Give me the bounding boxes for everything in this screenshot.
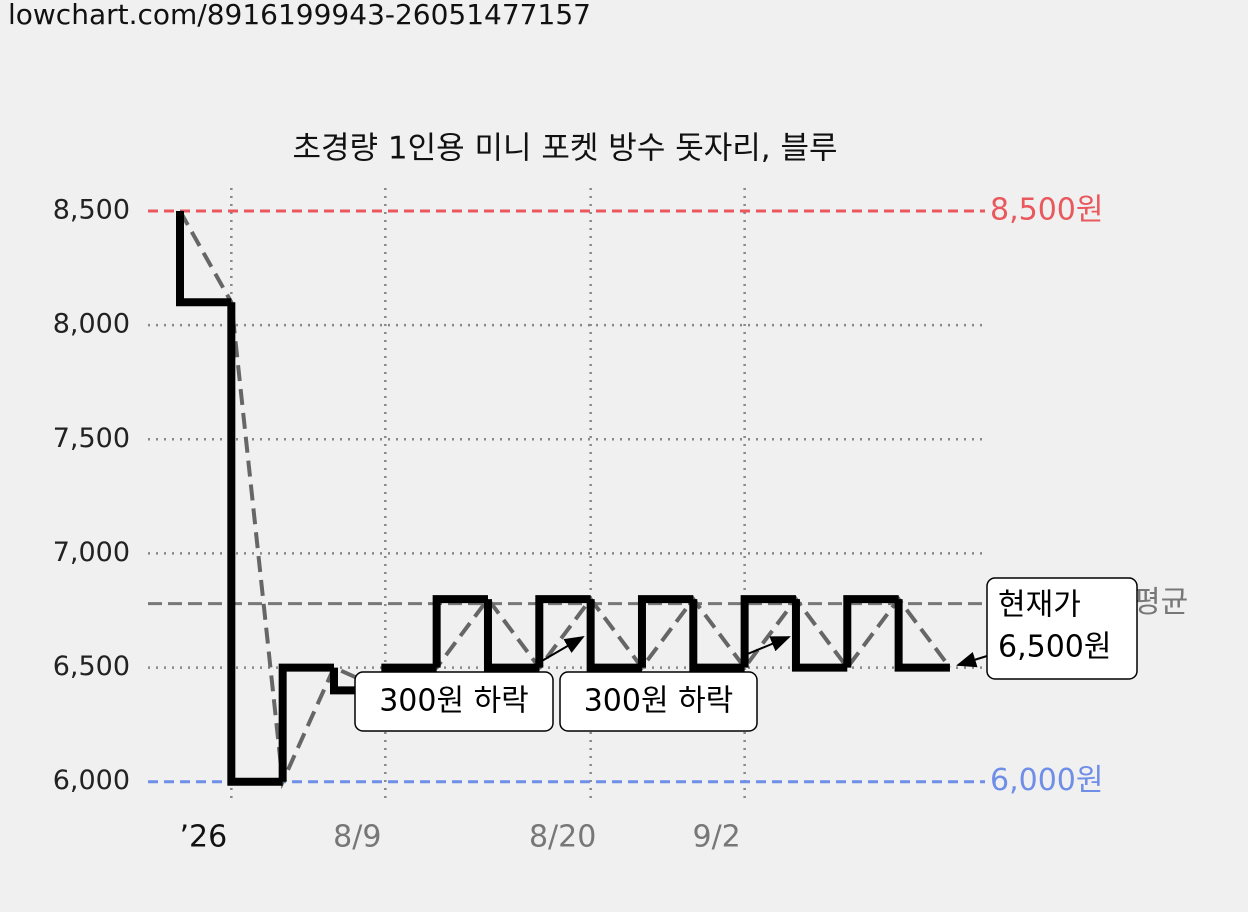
y-tick-label: 6,000 [53,765,130,796]
y-tick-label: 7,000 [53,537,130,568]
current-arrow [956,652,988,668]
price-step [637,595,694,668]
current-text: 6,500원 [998,630,1111,665]
reference-label: 6,000원 [990,763,1103,798]
price-step [483,599,540,672]
annotation-arrow [744,636,791,656]
price-step [227,302,283,786]
chart-title: 초경량 1인용 미니 포켓 방수 돗자리, 블루 [292,131,837,167]
x-tick-label: 8/20 [529,820,596,855]
x-tick-label: 9/2 [692,820,740,855]
x-tick-label: ’26 [179,820,227,855]
price-step [894,599,950,672]
annotation-box [354,671,554,732]
price-step [689,599,745,672]
y-tick-label: 8,000 [53,309,130,340]
annotation-box [559,671,758,732]
price-step [278,663,334,782]
url: lowchart.com/8916199943-26051477157 [8,0,591,31]
x-tick-label: 8/9 [333,820,381,855]
price-step [176,210,232,307]
price-step [535,595,591,668]
annotation-text: 300원 하락 [584,684,734,719]
current-box [986,577,1138,680]
y-tick-label: 7,500 [53,423,130,454]
y-tick-label: 8,500 [53,194,130,225]
price-step [791,599,848,672]
price-step [843,595,899,668]
current-text: 현재가 [998,588,1081,623]
reference-label: 8,500원 [990,192,1103,227]
annotation-arrow [515,635,585,677]
price-step [740,595,796,668]
price-step [432,595,488,668]
reference-label: 평균 [1133,585,1188,620]
price-step [586,599,642,672]
trend-line [178,210,952,790]
y-tick-label: 6,500 [53,651,130,682]
annotation-text: 300원 하락 [379,684,529,719]
